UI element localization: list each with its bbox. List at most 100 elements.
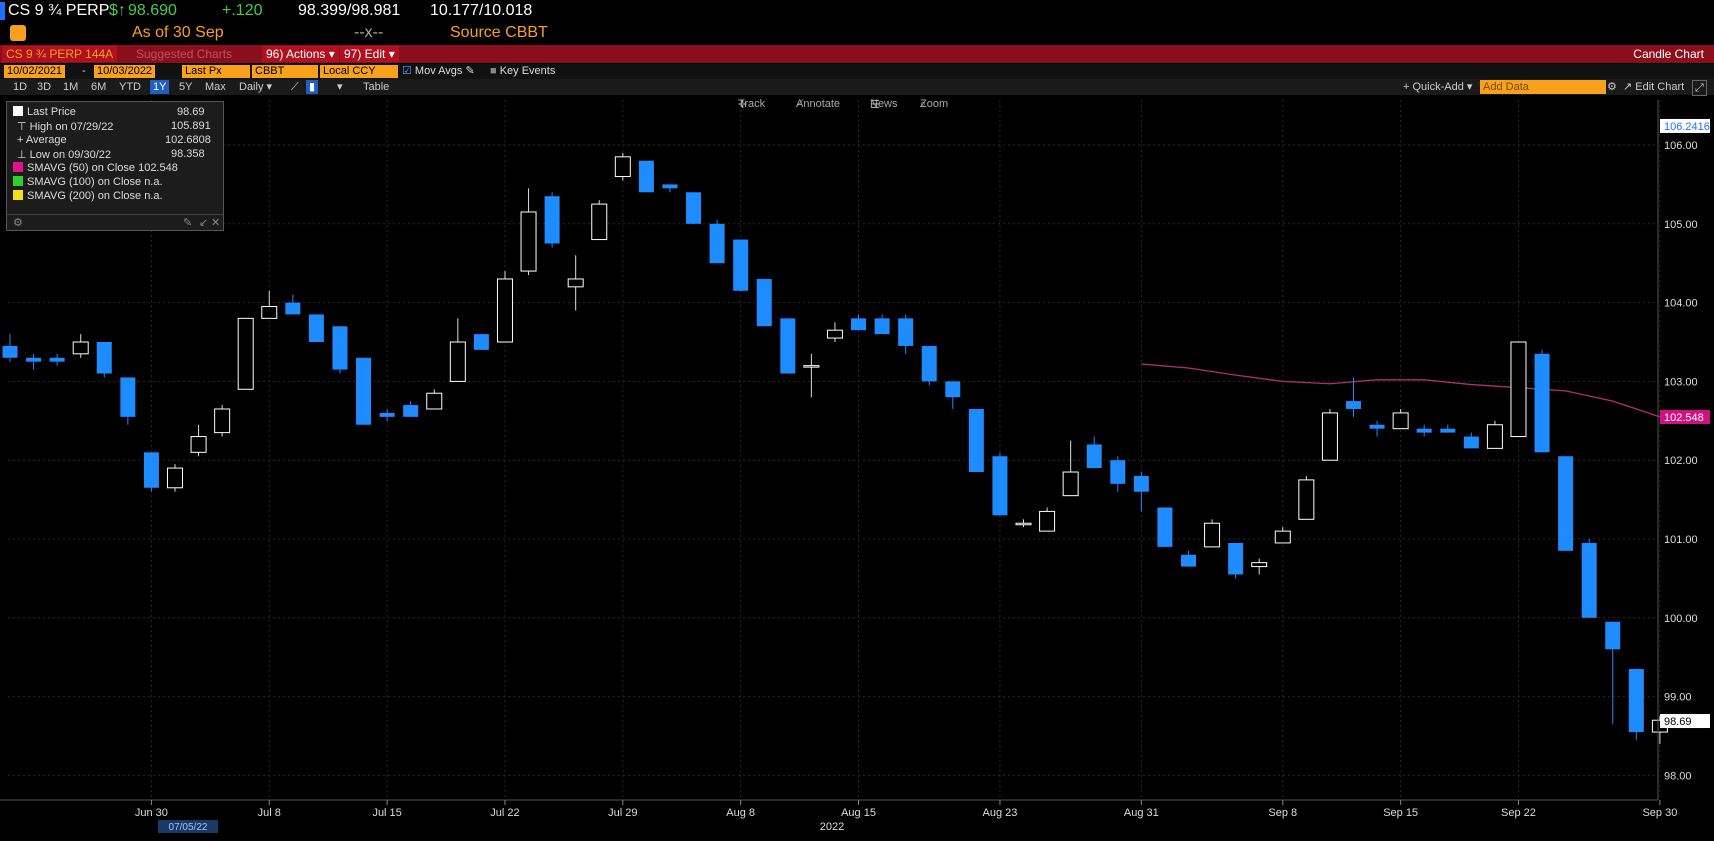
candle-body-down [851, 318, 867, 331]
candle-body-down [379, 412, 395, 417]
x-tick-label: Sep 8 [1268, 807, 1297, 819]
legend-collapse-icon[interactable]: ↙ [199, 217, 209, 229]
candle-body-down [473, 334, 489, 350]
end-date-field[interactable]: 10/03/2022 [94, 65, 156, 78]
add-data-input[interactable]: Add Data [1480, 80, 1606, 94]
candle-body-down [143, 452, 159, 488]
candle-body-down [945, 381, 961, 398]
candle-body-down [1416, 428, 1432, 433]
range-bar: 1D 3D 1M 6M YTD 1Y 5Y Max Daily ▾ ⟋ ▮ ▾ … [0, 79, 1714, 96]
candle-body-down [1534, 353, 1550, 453]
settings-icon[interactable]: ⚙ [1607, 81, 1617, 93]
field-select[interactable]: Last Px [182, 65, 250, 78]
ticker-label: CS 9 ¾ PERP [8, 2, 110, 19]
legend-pencil-icon[interactable]: ✎ [183, 217, 193, 229]
candle-style-icon[interactable]: ▮ [306, 80, 319, 94]
candle-body-up [72, 341, 89, 355]
mov-avgs-label: Mov Avgs [414, 65, 463, 77]
expand-icon[interactable]: ⤢ [1692, 80, 1707, 96]
candle-body-down [120, 377, 136, 417]
candle-body-up [1015, 522, 1032, 526]
more-styles-icon[interactable]: ▾ [337, 81, 343, 93]
pencil-icon[interactable]: ✎ [465, 65, 475, 77]
start-date-field[interactable]: 10/02/2021 [4, 65, 66, 78]
candle-body-down [1345, 401, 1361, 409]
mov-avgs-checkbox[interactable]: ☑ Mov Avgs ✎ [402, 65, 475, 77]
line-style-icon[interactable]: ⟋ [291, 81, 299, 93]
candle-body-up [261, 306, 278, 319]
menu-bar: CS 9 ¾ PERP 144A Suggested Charts 96) Ac… [0, 45, 1714, 63]
candle-body-down [356, 357, 372, 425]
price-change: +.120 [222, 2, 263, 19]
edit-menu[interactable]: 97) Edit ▾ [340, 46, 399, 62]
candle-body-up [1039, 510, 1056, 532]
legend-last-price-label: Last Price [27, 106, 76, 118]
candle-body-down [1157, 507, 1173, 547]
period-select[interactable]: Daily ▾ [239, 81, 273, 93]
yield-range: 10.177/10.018 [430, 2, 533, 19]
sma100-swatch [13, 176, 23, 186]
x-tick-label: Sep 15 [1383, 807, 1418, 819]
range-1d-button[interactable]: 1D [13, 81, 28, 93]
price-prefix: $↑ [109, 2, 126, 19]
range-max-button[interactable]: Max [205, 81, 226, 93]
candle-body-up [803, 365, 820, 368]
x-tick-label: Aug 23 [983, 807, 1018, 819]
candle-body-up [591, 203, 608, 241]
candle-body-down [1463, 436, 1479, 449]
alert-icon[interactable] [10, 25, 26, 41]
legend-sma200: SMAVG (200) on Close n.a. [13, 190, 163, 202]
actions-menu[interactable]: 96) Actions ▾ [262, 46, 339, 62]
candle-body-down [733, 239, 749, 291]
edit-chart-label: Edit Chart [1635, 81, 1685, 93]
magnifier-icon: ⌕ [920, 98, 927, 110]
range-1m-button[interactable]: 1M [63, 81, 79, 93]
candle-body-down [1605, 621, 1621, 650]
candle-body-up [520, 211, 537, 272]
x-tick-label: Aug 15 [841, 807, 876, 819]
x-tick-label: Jul 15 [372, 807, 401, 819]
range-ytd-button[interactable]: YTD [119, 81, 141, 93]
legend-sma100-value: n.a. [144, 176, 163, 188]
sma200-swatch [13, 190, 23, 200]
legend-high-value: 105.891 [171, 120, 211, 132]
y-tick-label: 101.00 [1664, 534, 1698, 546]
suggested-charts-menu[interactable]: Suggested Charts [136, 47, 233, 61]
range-3d-button[interactable]: 3D [37, 81, 52, 93]
candle-body-up [826, 329, 843, 339]
x-tick-label: Sep 30 [1642, 807, 1677, 819]
range-5y-button[interactable]: 5Y [179, 81, 193, 93]
y-tick-label: 100.00 [1664, 613, 1698, 625]
range-6m-button[interactable]: 6M [91, 81, 107, 93]
legend-sma50-value: 102.548 [138, 162, 178, 174]
high-price-tag: 106.2416 [1664, 121, 1710, 133]
candle-body-down [1133, 475, 1149, 492]
candle-body-up [1204, 522, 1221, 548]
chart-legend[interactable]: Last Price 98.69 ⊤ High on 07/29/22 105.… [6, 101, 224, 231]
x-tick-label: Jul 8 [258, 807, 281, 819]
table-button[interactable]: Table [363, 81, 390, 93]
edit-chart-button[interactable]: ↗ Edit Chart [1620, 80, 1687, 94]
candle-body-down [26, 357, 42, 362]
candle-chart[interactable]: 106.00 105.00 104.00 103.00 102.00 101.00 100.… [0, 95, 1714, 841]
separator-label: --x-- [354, 24, 384, 41]
security-menu[interactable]: CS 9 ¾ PERP 144A [2, 46, 118, 62]
currency-select[interactable]: Local CCY [320, 65, 398, 78]
legend-close-icon[interactable]: ✕ [211, 217, 221, 229]
y-tick-label: 99.00 [1664, 692, 1692, 704]
source-label: Source CBBT [450, 24, 548, 41]
quick-add-button[interactable]: + Quick-Add ▾ [1403, 81, 1473, 93]
y-tick-label: 104.00 [1664, 298, 1698, 310]
sma50-series [1141, 363, 1661, 418]
legend-low-value: 98.358 [171, 148, 205, 160]
sma50-price-tag-box [1660, 410, 1710, 425]
source-select[interactable]: CBBT [252, 65, 318, 78]
legend-settings-icon[interactable]: ⚙ [13, 217, 23, 229]
last-price-tag: 98.69 [1664, 716, 1692, 728]
pen-icon: ⟋ [796, 98, 804, 110]
candle-body-down [332, 326, 348, 370]
range-1y-button[interactable]: 1Y [150, 80, 170, 94]
y-tick-label: 105.00 [1664, 219, 1698, 231]
candle-body-down [992, 456, 1008, 516]
key-events-checkbox[interactable]: ■ Key Events [490, 65, 556, 77]
